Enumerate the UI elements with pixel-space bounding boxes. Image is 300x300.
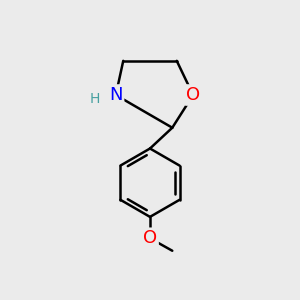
Text: O: O	[186, 86, 200, 104]
Text: N: N	[109, 86, 123, 104]
Text: H: H	[89, 92, 100, 106]
Text: O: O	[143, 229, 157, 247]
